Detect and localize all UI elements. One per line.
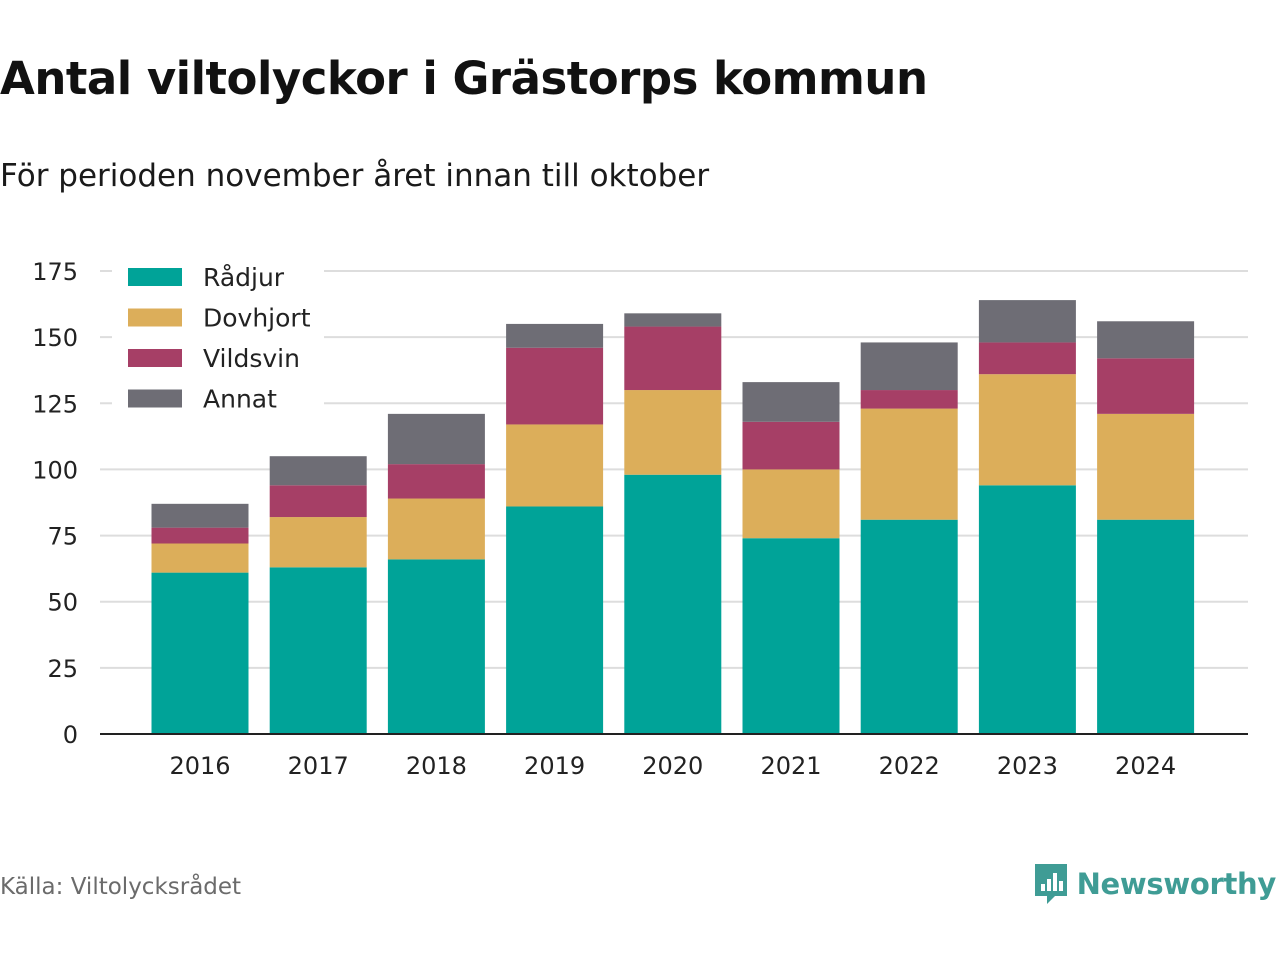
legend-swatch-vildsvin <box>128 349 182 367</box>
legend: Rådjur Dovhjort Vildsvin Annat <box>112 255 324 415</box>
bar-segment-dovhjort-2023 <box>978 374 1076 486</box>
bar-segment-rådjur-2021 <box>742 538 840 734</box>
bar-segment-dovhjort-2017 <box>269 517 367 568</box>
legend-label-annat: Annat <box>203 385 277 414</box>
x-tick-label: 2022 <box>879 752 940 780</box>
y-tick-label: 100 <box>32 456 78 484</box>
x-axis-ticks: 2016 2017 2018 2019 2020 2021 2022 2023 2024 <box>169 752 1176 780</box>
bar-segment-rådjur-2020 <box>624 474 722 734</box>
bar-segment-rådjur-2018 <box>387 559 485 734</box>
y-tick-label: 50 <box>47 589 78 617</box>
y-axis-ticks: 0 25 50 75 100 125 150 175 <box>32 258 78 749</box>
bar-segment-vildsvin-2023 <box>978 342 1076 375</box>
legend-label-vildsvin: Vildsvin <box>203 344 300 373</box>
bar-segment-rådjur-2019 <box>506 506 604 734</box>
x-tick-label: 2020 <box>642 752 703 780</box>
bar-segment-rådjur-2017 <box>269 567 367 734</box>
chart-subtitle: För perioden november året innan till ok… <box>0 158 710 194</box>
stacked-bar-chart: 0 25 50 75 100 125 150 175 2016 2017 2018 2019 2020… <box>32 255 1248 780</box>
bar-segment-annat-2023 <box>978 300 1076 343</box>
y-tick-label: 175 <box>32 258 78 286</box>
bar-segment-dovhjort-2024 <box>1097 413 1195 520</box>
x-tick-label: 2019 <box>524 752 585 780</box>
bar-segment-annat-2022 <box>860 342 958 391</box>
x-tick-label: 2016 <box>169 752 230 780</box>
x-tick-label: 2017 <box>288 752 349 780</box>
bar-segment-dovhjort-2021 <box>742 469 840 539</box>
brand-logo: Newsworthy <box>1033 862 1276 906</box>
legend-swatch-dovhjort <box>128 308 182 327</box>
bar-segment-annat-2019 <box>506 323 604 348</box>
bar-segment-vildsvin-2022 <box>860 390 958 409</box>
bar-segment-vildsvin-2019 <box>506 347 604 425</box>
bar-segment-annat-2016 <box>151 503 249 528</box>
legend-swatch-annat <box>128 389 182 408</box>
x-tick-label: 2021 <box>760 752 821 780</box>
legend-label-dovhjort: Dovhjort <box>203 304 311 333</box>
bar-segment-vildsvin-2017 <box>269 485 367 518</box>
bar-segment-vildsvin-2021 <box>742 421 840 470</box>
bar-segment-dovhjort-2018 <box>387 498 485 560</box>
y-tick-label: 125 <box>32 390 78 418</box>
bar-segment-annat-2017 <box>269 456 367 486</box>
x-tick-label: 2024 <box>1115 752 1176 780</box>
bar-segment-annat-2024 <box>1097 321 1195 359</box>
x-tick-label: 2018 <box>406 752 467 780</box>
chart-title: Antal viltolyckor i Grästorps kommun <box>0 52 928 105</box>
bar-segment-vildsvin-2024 <box>1097 358 1195 414</box>
y-tick-label: 75 <box>47 523 78 551</box>
legend-label-rådjur: Rådjur <box>203 263 285 292</box>
newsworthy-logo-icon <box>1034 864 1067 904</box>
bar-segment-rådjur-2024 <box>1097 519 1195 734</box>
y-tick-label: 150 <box>32 324 78 352</box>
bar-segment-rådjur-2016 <box>151 572 249 734</box>
bar-segment-annat-2018 <box>387 413 485 465</box>
source-note: Källa: Viltolycksrådet <box>0 874 242 900</box>
y-tick-label: 25 <box>47 655 78 683</box>
bar-segment-rådjur-2023 <box>978 485 1076 734</box>
bar-segment-annat-2020 <box>624 313 722 327</box>
legend-swatch-rådjur <box>128 268 182 286</box>
bar-segment-dovhjort-2019 <box>506 424 604 507</box>
bars <box>151 300 1195 734</box>
bar-segment-dovhjort-2020 <box>624 390 722 475</box>
brand-name: Newsworthy <box>1076 867 1277 901</box>
bar-segment-annat-2021 <box>742 382 840 422</box>
y-tick-label: 0 <box>63 721 78 749</box>
bar-segment-dovhjort-2022 <box>860 408 958 520</box>
bar-segment-vildsvin-2020 <box>624 326 722 391</box>
bar-segment-vildsvin-2018 <box>387 464 485 499</box>
bar-segment-rådjur-2022 <box>860 519 958 734</box>
bar-segment-dovhjort-2016 <box>151 543 249 573</box>
x-tick-label: 2023 <box>997 752 1058 780</box>
bar-segment-vildsvin-2016 <box>151 527 249 544</box>
